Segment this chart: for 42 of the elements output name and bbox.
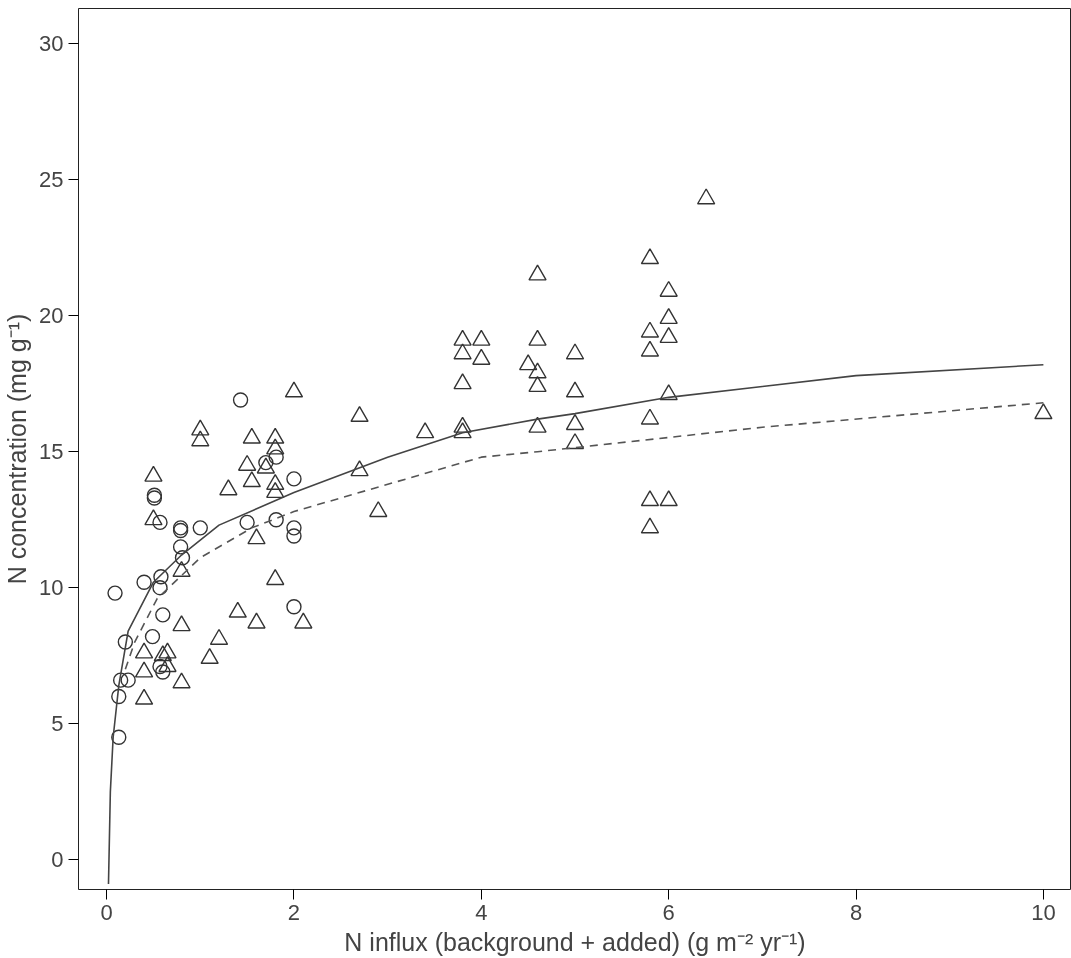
x-tick-label: 2 [287,899,301,925]
y-tick-label: 0 [51,847,64,873]
point [232,392,249,408]
x-tick-label: 0 [100,899,113,925]
point [258,454,274,471]
y-tick-label: 30 [39,31,64,57]
point [268,512,284,528]
y-axis-title: N concentration (mg g⁻¹) [3,313,32,585]
x-tick-label: 6 [662,899,675,925]
point [111,688,127,705]
y-tick-label: 20 [39,303,64,329]
point [112,672,129,688]
point [286,471,302,487]
point [153,569,169,585]
y-tick-label: 10 [39,575,64,601]
point [152,514,168,531]
point [155,664,171,680]
y-tick-label: 15 [39,439,64,465]
point [286,520,302,536]
y-tick-label: 5 [51,711,64,737]
point [239,514,255,531]
y-tick-label: 25 [39,167,64,193]
point [268,449,284,465]
point [152,658,168,675]
point [120,672,136,688]
point [155,607,171,623]
line-series [107,363,1045,885]
point [136,574,152,590]
point [144,628,161,645]
point [286,528,302,544]
point [174,550,191,566]
x-tick-label: 10 [1031,899,1056,925]
point [107,585,123,601]
point [152,579,168,596]
point [192,520,208,536]
x-axis-title: N influx (background + added) (g m⁻² yr⁻¹) [344,927,806,956]
x-tick-label: 4 [475,899,488,925]
point [286,599,302,615]
x-tick-label: 8 [849,899,863,925]
point [172,539,189,555]
point [111,729,127,745]
point [117,634,134,650]
